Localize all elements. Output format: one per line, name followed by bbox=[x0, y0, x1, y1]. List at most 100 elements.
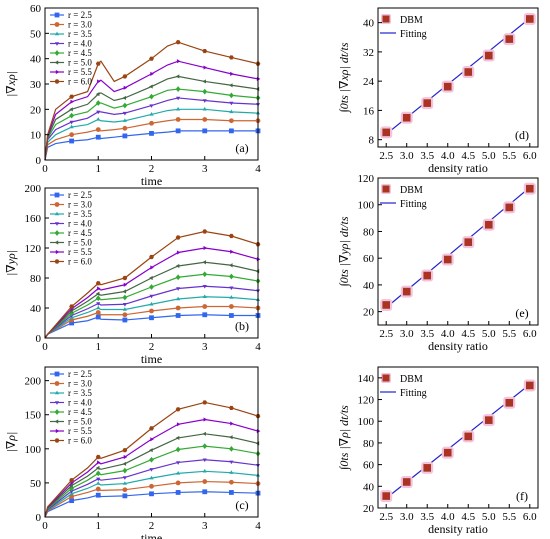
data-point bbox=[464, 238, 473, 246]
series-point bbox=[176, 422, 181, 427]
legend-label: Fitting bbox=[400, 199, 427, 210]
legend-label: r = 4.0 bbox=[68, 39, 92, 49]
series-point bbox=[95, 310, 101, 315]
series-point bbox=[229, 109, 234, 114]
series-point bbox=[176, 250, 181, 255]
y-tick-label: 10 bbox=[30, 130, 42, 142]
x-tick-label: 4.0 bbox=[441, 150, 455, 162]
data-point bbox=[423, 99, 432, 107]
series-point bbox=[202, 99, 207, 103]
legend-marker bbox=[54, 22, 60, 27]
y-tick-label: 8 bbox=[369, 135, 375, 147]
series-point bbox=[96, 481, 101, 485]
series-point bbox=[256, 429, 261, 434]
series-point bbox=[228, 479, 234, 485]
series-point bbox=[150, 437, 154, 442]
series-point bbox=[149, 308, 154, 314]
legend-marker bbox=[54, 50, 60, 56]
legend-label: r = 6.0 bbox=[68, 436, 92, 446]
x-tick-label: 5.5 bbox=[502, 150, 516, 162]
y-tick-label: 100 bbox=[25, 444, 42, 456]
chart-panel-d: DBM Fitting 2.5 3.0 3.5 4.0 4.5 5.0 5.5 6.0 8 16 24 3… bbox=[337, 7, 539, 175]
series-point bbox=[95, 314, 101, 320]
x-tick-label: 2 bbox=[149, 341, 155, 353]
series-line bbox=[44, 108, 259, 161]
series-line bbox=[44, 491, 259, 518]
series-point bbox=[122, 118, 127, 122]
y-tick-label: 60 bbox=[30, 3, 42, 15]
legend-marker bbox=[54, 42, 60, 46]
data-point bbox=[484, 51, 493, 60]
data-point bbox=[402, 113, 411, 122]
x-tick-label: 2 bbox=[149, 520, 155, 532]
series-point bbox=[176, 461, 181, 465]
x-tick-label: 4.0 bbox=[441, 328, 455, 340]
legend-marker bbox=[382, 15, 390, 23]
legend-label: r = 4.0 bbox=[68, 219, 92, 229]
x-tick-label: 5.0 bbox=[482, 511, 496, 523]
series-point bbox=[202, 88, 208, 95]
series-point bbox=[122, 487, 128, 493]
legend-label: r = 3.0 bbox=[68, 379, 92, 389]
data-point bbox=[525, 381, 534, 390]
series-point bbox=[95, 492, 101, 498]
legend-label: r = 6.0 bbox=[68, 257, 92, 267]
legend-marker bbox=[54, 12, 60, 18]
series-point bbox=[202, 458, 207, 463]
legend-label: r = 4.5 bbox=[68, 48, 92, 58]
legend-marker bbox=[54, 222, 60, 226]
y-tick-label: 30 bbox=[30, 79, 42, 91]
series-point bbox=[175, 128, 181, 134]
series-point bbox=[175, 86, 181, 92]
series-point bbox=[96, 305, 101, 310]
series-point bbox=[228, 445, 234, 452]
series-point bbox=[175, 480, 181, 486]
series-point bbox=[149, 84, 153, 89]
series-point bbox=[122, 275, 128, 281]
chart-panel-c: r = 2.5r = 3.0r = 3.5r = 4.0r = 4.5r = 5… bbox=[4, 366, 261, 539]
legend-label: r = 3.0 bbox=[68, 20, 92, 30]
series-point bbox=[149, 93, 154, 100]
series-point bbox=[69, 112, 75, 119]
series-point bbox=[228, 313, 234, 318]
legend-label: r = 6.0 bbox=[68, 77, 92, 87]
series-point bbox=[203, 245, 208, 251]
y-tick-label: 40 bbox=[363, 18, 375, 30]
data-point bbox=[443, 448, 452, 457]
legend-label: r = 2.5 bbox=[68, 369, 92, 379]
data-point bbox=[402, 478, 411, 486]
x-tick-label: 2.5 bbox=[379, 328, 393, 340]
series-point bbox=[95, 486, 101, 492]
series-point bbox=[122, 294, 128, 301]
series-point bbox=[122, 125, 128, 131]
series-point bbox=[202, 128, 208, 134]
series-point bbox=[229, 470, 234, 474]
panel-label: (e) bbox=[515, 306, 528, 320]
series-point bbox=[256, 257, 261, 262]
series-point bbox=[122, 312, 128, 318]
data-point bbox=[382, 128, 391, 137]
legend-label: r = 5.5 bbox=[68, 67, 92, 77]
series-point bbox=[69, 498, 75, 504]
x-tick-label: 2.5 bbox=[379, 511, 393, 523]
series-point bbox=[97, 286, 101, 291]
series-point bbox=[150, 71, 154, 76]
series-point bbox=[95, 127, 101, 132]
y-tick-label: 200 bbox=[25, 183, 42, 195]
series-point bbox=[202, 489, 208, 495]
series-point bbox=[95, 291, 100, 296]
legend-marker bbox=[55, 249, 60, 255]
series-point bbox=[229, 101, 234, 106]
series-point bbox=[176, 296, 181, 301]
legend-label: r = 3.5 bbox=[68, 29, 92, 39]
legend-marker bbox=[54, 240, 59, 245]
series-point bbox=[202, 312, 208, 318]
data-point bbox=[382, 301, 391, 309]
series-point bbox=[175, 305, 181, 311]
y-tick-label: 120 bbox=[358, 395, 375, 407]
x-axis-label: time bbox=[141, 174, 162, 188]
series-point bbox=[175, 74, 180, 79]
panel-label: (d) bbox=[515, 128, 529, 142]
series-point bbox=[202, 304, 208, 309]
series-point bbox=[176, 470, 181, 475]
